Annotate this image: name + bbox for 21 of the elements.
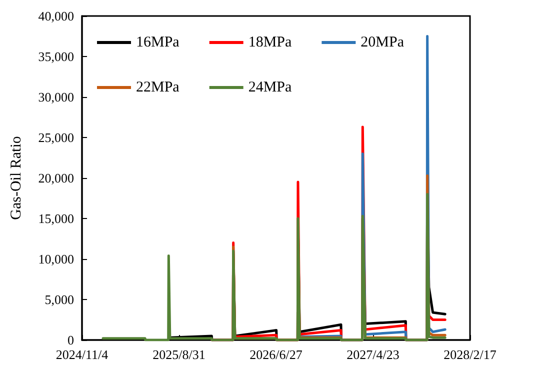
y-tick-label: 35,000 [38, 49, 74, 64]
x-tick-label: 2026/6/27 [250, 347, 303, 362]
y-axis-title: Gas-Oil Ratio [8, 136, 24, 220]
y-tick-label: 5,000 [44, 292, 74, 307]
y-tick-label: 25,000 [38, 130, 74, 145]
legend-label: 22MPa [136, 80, 180, 96]
legend-label: 18MPa [248, 34, 292, 50]
x-tick-label: 2027/4/23 [346, 347, 400, 362]
y-tick-label: 20,000 [38, 170, 74, 186]
x-tick-label: 2028/2/17 [444, 347, 497, 362]
legend-label: 24MPa [248, 80, 292, 96]
y-tick-label: 10,000 [38, 252, 74, 266]
y-tick-label: 15,000 [38, 211, 74, 226]
legend-label: 20MPa [360, 34, 404, 50]
y-tick-label: 0 [68, 332, 74, 348]
x-tick-label: 2024/11/4 [56, 347, 109, 362]
y-tick-label: 40,000 [38, 8, 74, 24]
legend-label: 16MPa [136, 34, 180, 50]
y-tick-label: 30,000 [38, 90, 74, 104]
line-series [102, 192, 446, 342]
x-tick-label: 2025/8/31 [152, 347, 206, 362]
